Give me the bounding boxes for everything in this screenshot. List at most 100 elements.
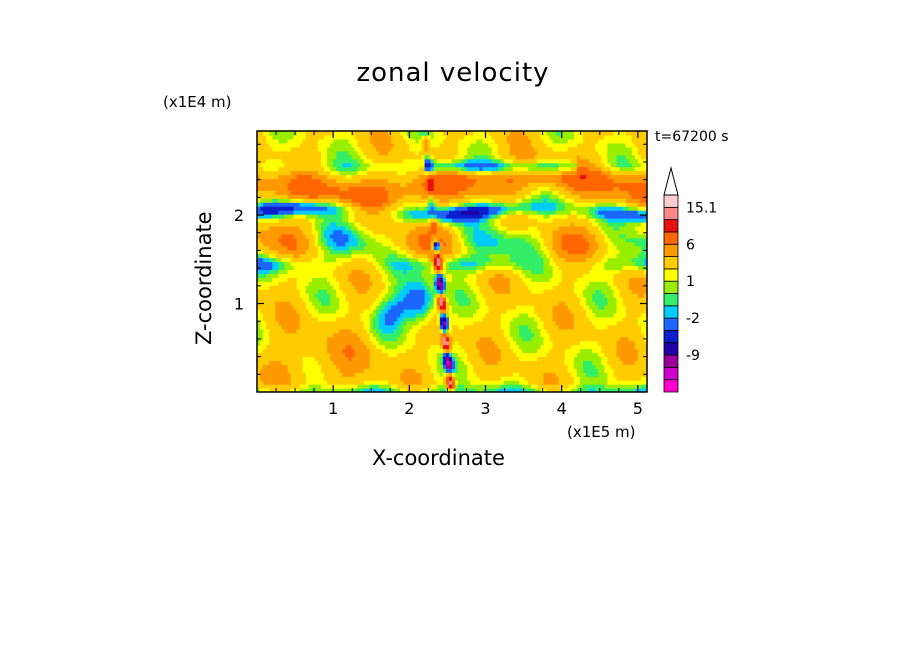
heatmap-cell [415,245,420,251]
heatmap-cell [476,316,481,322]
heatmap-cell [260,281,264,286]
heatmap-cell [552,356,557,361]
heatmap-cell [327,237,331,243]
heatmap-cell [287,336,292,342]
heatmap-cell [497,376,502,381]
heatmap-cell [622,261,627,267]
heatmap-cell [515,301,520,306]
heatmap-cell [455,340,459,346]
heatmap-cell [503,285,508,290]
heatmap-cell [589,344,593,350]
heatmap-cell [305,297,310,302]
heatmap-cell [412,308,417,314]
heatmap-cell [360,285,365,290]
heatmap-cell [546,348,551,354]
heatmap-cell [464,237,468,243]
heatmap-cell [473,344,477,350]
heatmap-cell [640,312,645,318]
heatmap-cell [506,297,511,302]
heatmap-cell [278,348,282,354]
heatmap-cell [281,384,286,389]
heatmap-cell [537,388,541,392]
heatmap-cell [528,265,532,270]
heatmap-cell [512,380,517,385]
heatmap-cell [436,360,441,365]
heatmap-cell [272,372,276,377]
heatmap-cell [595,301,599,306]
heatmap-cell [257,305,261,310]
heatmap-cell [394,253,398,259]
heatmap-cell [439,301,444,306]
heatmap-cell [464,352,468,357]
heatmap-cell [278,332,282,338]
heatmap-cell [634,249,639,255]
heatmap-cell [257,360,261,365]
heatmap-cell [470,376,474,381]
heatmap-cell [266,316,270,322]
heatmap-cell [333,388,337,392]
heatmap-cell [284,289,289,294]
heatmap-cell [339,336,343,342]
heatmap-cell [302,261,307,267]
heatmap-cell [540,249,545,255]
heatmap-cell [433,352,438,357]
heatmap-cell [509,312,514,318]
heatmap-cell [372,360,377,365]
heatmap-cell [643,269,647,274]
heatmap-cell [595,372,599,377]
heatmap-cell [330,265,334,270]
heatmap-cell [458,261,462,267]
heatmap-cell [467,245,471,251]
heatmap-cell [494,297,499,302]
heatmap-cell [634,253,639,259]
heatmap-cell [366,269,371,274]
heatmap-cell [397,368,401,373]
heatmap-cell [284,320,289,326]
heatmap-cell [433,336,438,342]
heatmap-cell [534,380,538,385]
heatmap-cell [430,249,435,255]
heatmap-cell [433,241,438,247]
heatmap-cell [348,265,353,270]
heatmap-cell [363,352,368,357]
heatmap-cell [555,316,560,322]
heatmap-cell [552,372,557,377]
heatmap-cell [324,253,328,259]
heatmap-cell [375,261,380,267]
heatmap-cell [263,388,267,392]
heatmap-cell [388,316,392,322]
heatmap-cell [607,380,612,385]
heatmap-cell [369,261,374,267]
heatmap-cell [534,241,538,247]
heatmap-cell [561,360,566,365]
heatmap-cell [442,273,447,278]
heatmap-cell [418,261,423,267]
heatmap-cell [311,352,316,357]
heatmap-cell [561,388,566,392]
heatmap-cell [476,261,481,267]
heatmap-cell [311,237,316,243]
heatmap-cell [421,360,426,365]
heatmap-cell [357,372,362,377]
heatmap-cell [549,289,554,294]
heatmap-cell [570,257,575,263]
heatmap-cell [479,376,484,381]
heatmap-cell [598,376,602,381]
heatmap-cell [290,261,295,267]
heatmap-cell [601,356,605,361]
heatmap-cell [455,336,459,342]
heatmap-cell [558,364,563,369]
heatmap-cell [637,344,642,350]
heatmap-cell [637,277,642,282]
heatmap-cell [461,312,465,318]
heatmap-cell [311,364,316,369]
heatmap-cell [625,249,630,255]
heatmap-cell [278,360,282,365]
heatmap-cell [589,324,593,330]
heatmap-cell [525,301,529,306]
heatmap-cell [296,277,301,282]
heatmap-cell [583,376,587,381]
heatmap-cell [479,305,484,310]
heatmap-cell [452,245,456,251]
heatmap-cell [631,253,636,259]
